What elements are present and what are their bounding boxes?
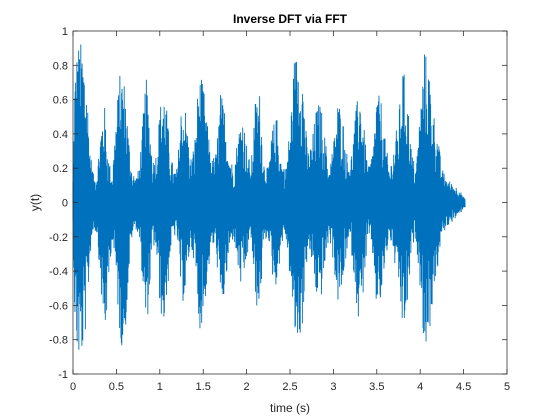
x-tick-label: 4.5 [456,381,471,393]
x-tick-label: 3.5 [369,381,384,393]
x-tick-label: 0.5 [109,381,124,393]
signal-series [72,44,466,350]
y-tick-label: -0.2 [49,232,68,244]
signal-line [72,44,466,350]
x-tick-label: 5 [504,381,510,393]
y-tick-label: -0.4 [49,266,68,278]
y-tick-label: 0 [62,198,68,210]
y-tick-label: 0.8 [53,60,68,72]
y-axis: -1 -0.8 -0.6 -0.4 -0.2 0 0.2 0.4 0.6 0.8 1 [49,26,507,381]
y-tick-label: 0.6 [53,95,68,107]
x-tick-label: 0 [70,381,76,393]
y-tick-label: -0.6 [49,300,68,312]
y-tick-label: -0.8 [49,335,68,347]
y-tick-label: -1 [58,369,68,381]
y-tick-label: 1 [62,26,68,38]
x-tick-label: 4 [417,381,423,393]
x-tick-label: 1 [157,381,163,393]
chart-title: Inverse DFT via FFT [233,12,348,26]
y-tick-label: 0.4 [53,129,68,141]
x-axis: 0 0.5 1 1.5 2 2.5 3 3.5 4 4.5 5 [70,31,510,393]
x-tick-label: 2.5 [282,381,297,393]
y-axis-label: y(t) [28,194,42,211]
x-tick-label: 1.5 [196,381,211,393]
y-tick-label: 0.2 [53,163,68,175]
x-axis-label: time (s) [270,401,310,415]
x-tick-label: 3 [330,381,336,393]
x-tick-label: 2 [244,381,250,393]
